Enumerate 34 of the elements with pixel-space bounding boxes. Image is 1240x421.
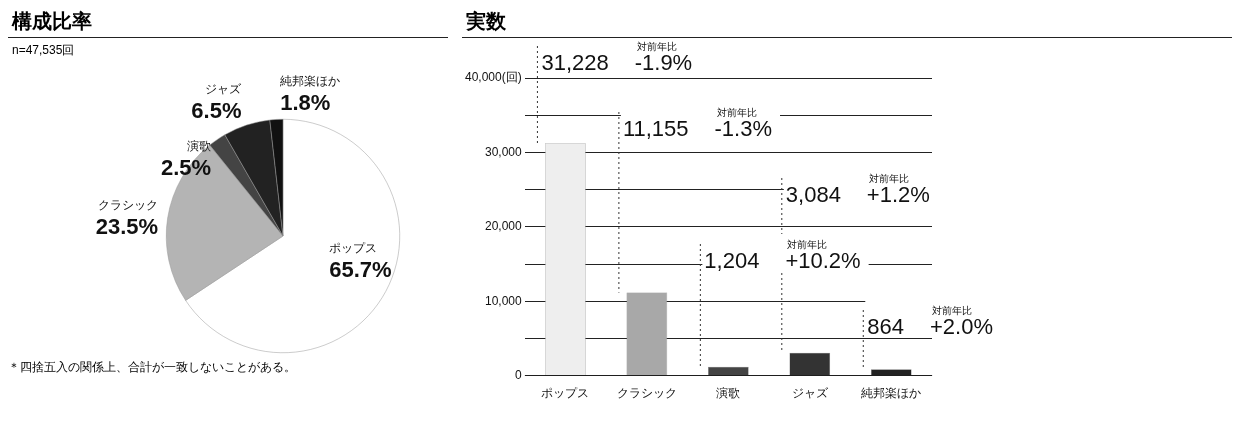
y-tick-label: 40,000(回)	[464, 70, 522, 85]
slice-label: クラシック	[98, 197, 159, 212]
data-label: 11,155	[622, 116, 689, 141]
annotation: 対前年比 +2.0%	[929, 305, 993, 339]
y-tick-label: 0	[515, 367, 523, 382]
text: 対前年比 -1.9%	[634, 41, 693, 75]
slice-label: 純邦楽ほか	[280, 73, 341, 88]
data-label: 1.8%	[280, 89, 331, 115]
x-tick-label: クラシック	[616, 386, 677, 401]
slice-label: ジャズ	[205, 81, 243, 96]
y-tick-label: 30,000	[484, 144, 523, 159]
text: n=47,535回	[12, 42, 76, 59]
x-tick-label: ジャズ	[791, 386, 829, 401]
x-tick-label: 純邦楽ほか	[861, 386, 922, 401]
data-label: 864	[867, 314, 904, 339]
chart-title: 構成比率	[8, 8, 448, 38]
data-label: 23.5%	[95, 213, 159, 239]
data-label: 65.7%	[329, 256, 392, 282]
annotation: 対前年比 +1.2%	[866, 173, 930, 207]
slice-label: 演歌	[187, 138, 212, 153]
text: ＊四捨五入の関係上、合計が一致しないことがある。	[8, 359, 297, 376]
data-label: 6.5%	[191, 97, 242, 123]
annotation: 対前年比 -1.3%	[714, 107, 773, 141]
data-label: 31,228	[541, 50, 609, 75]
y-tick-label: 20,000	[484, 219, 523, 234]
data-label: 3,084	[785, 182, 841, 207]
chart-title: 実数	[462, 8, 1232, 38]
data-label: 1,204	[704, 248, 760, 273]
data-label: 2.5%	[160, 154, 212, 180]
x-tick-label: ポップス	[541, 386, 590, 401]
slice-label: ポップス	[329, 240, 378, 255]
x-tick-label: 演歌	[716, 386, 741, 401]
y-tick-label: 10,000	[484, 293, 523, 308]
annotation: 対前年比 +10.2%	[785, 239, 861, 273]
